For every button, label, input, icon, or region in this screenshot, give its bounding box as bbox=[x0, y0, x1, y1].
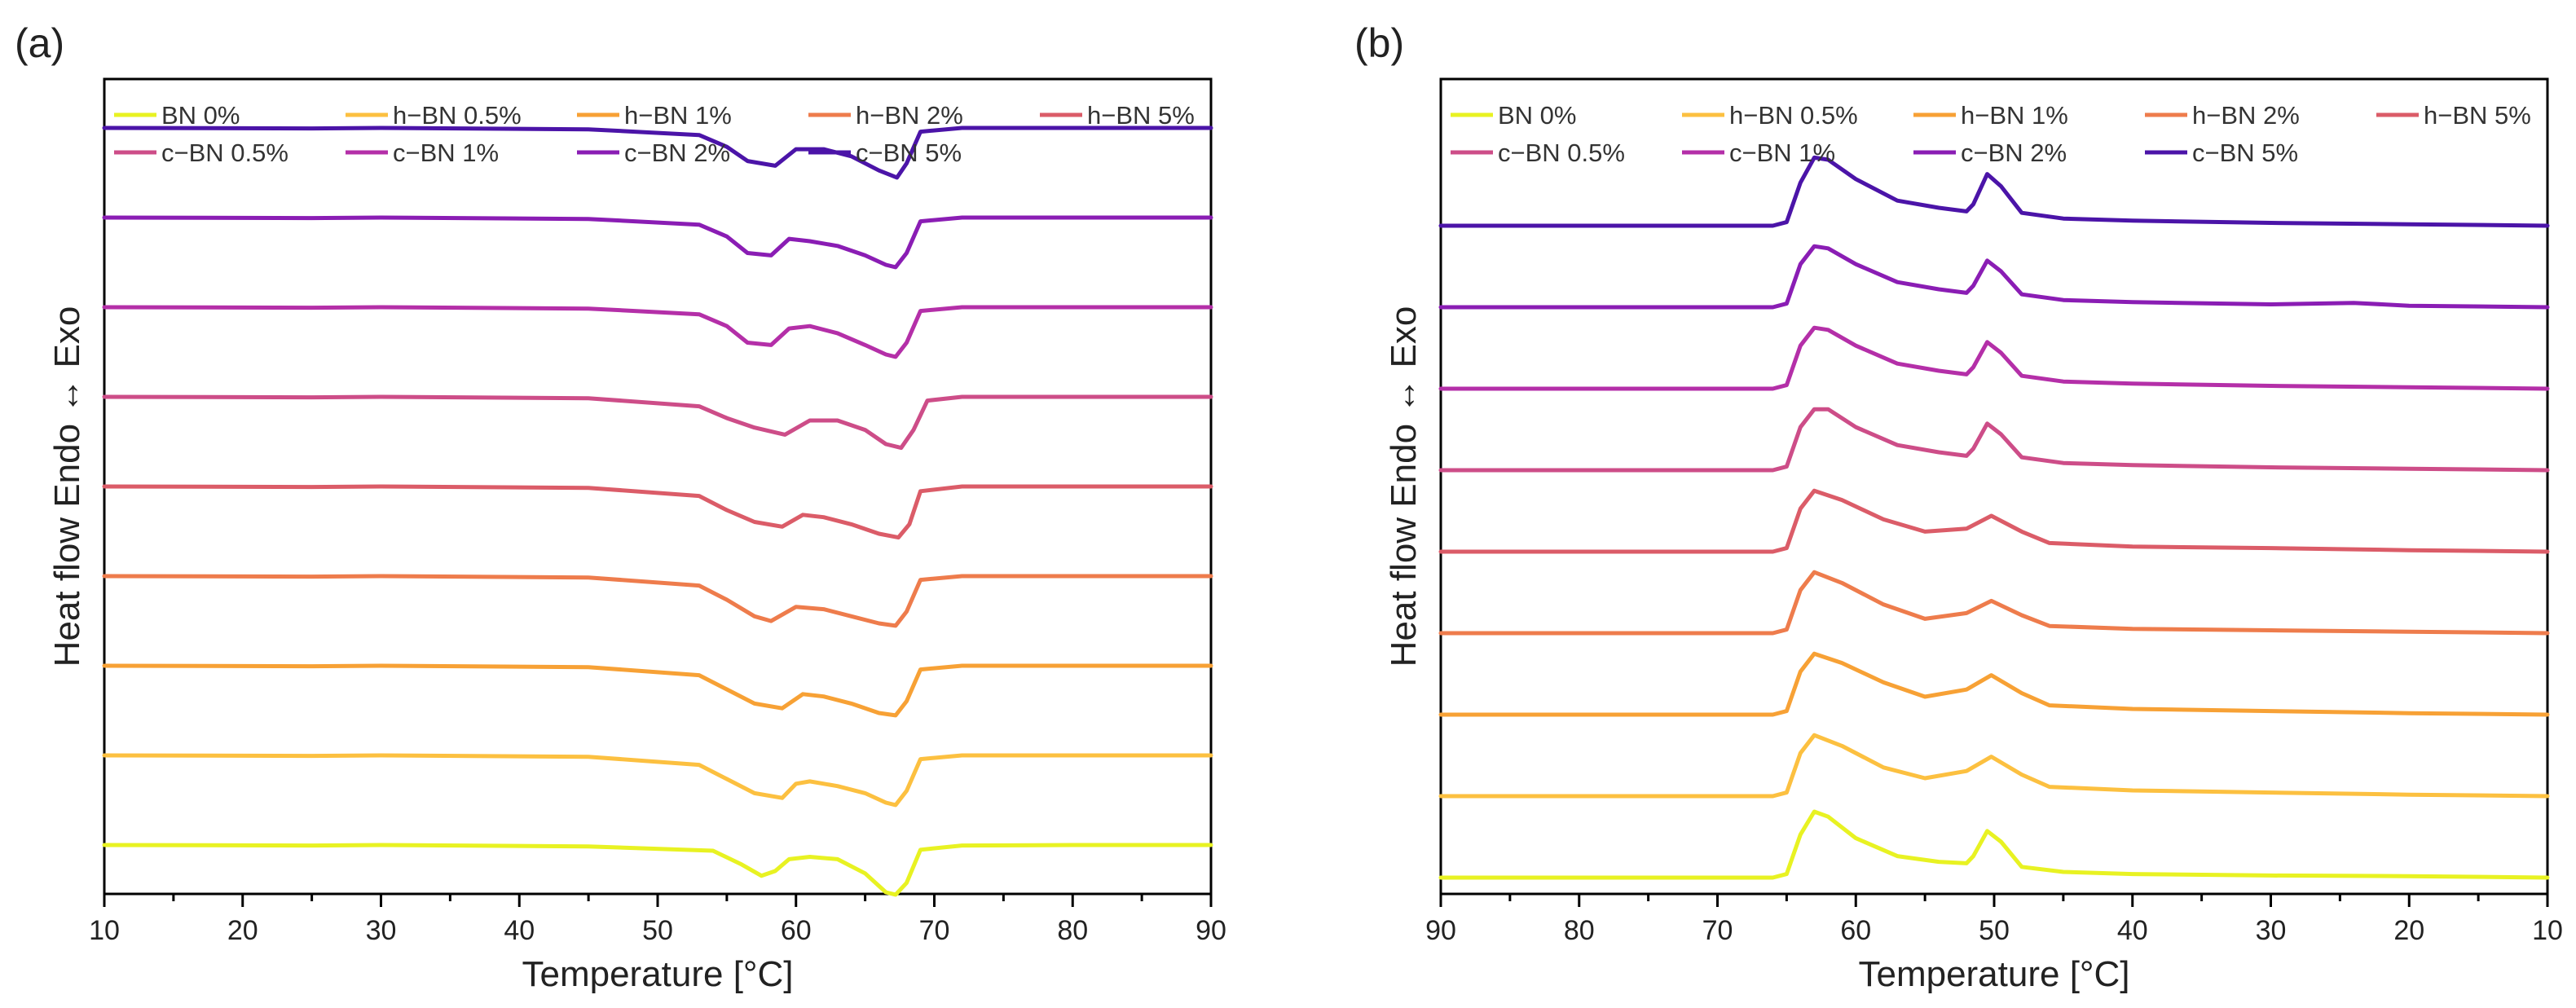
x-tick-label-b: 60 bbox=[1840, 915, 1871, 946]
legend-label-b: c−BN 2% bbox=[1961, 139, 2067, 167]
legend-label-a: h−BN 0.5% bbox=[393, 101, 522, 130]
series-line-b-2 bbox=[1438, 651, 2550, 717]
panel-b: (b) Temperature [°C] Heat flow Endo ↔ Ex… bbox=[1354, 20, 2563, 994]
legend-label-b: c−BN 1% bbox=[1729, 139, 1835, 167]
plot-frame-b bbox=[1439, 77, 2549, 896]
x-tick-label-b: 30 bbox=[2256, 915, 2287, 946]
legend-label-b: h−BN 5% bbox=[2424, 101, 2531, 130]
x-tick-label-a: 50 bbox=[642, 915, 673, 946]
x-axis-title-a: Temperature [°C] bbox=[522, 954, 793, 994]
x-tick-label-a: 60 bbox=[781, 915, 812, 946]
series-line-a-3 bbox=[102, 574, 1213, 628]
x-tick-label-b: 40 bbox=[2117, 915, 2148, 946]
series-line-a-4 bbox=[102, 484, 1213, 540]
legend-label-a: BN 0% bbox=[161, 101, 240, 130]
series-line-a-8 bbox=[102, 125, 1213, 180]
legend-label-b: h−BN 1% bbox=[1961, 101, 2068, 130]
legend-label-b: c−BN 0.5% bbox=[1498, 139, 1625, 167]
x-tick-label-a: 70 bbox=[919, 915, 950, 946]
panel-label-a: (a) bbox=[15, 20, 64, 66]
series-line-a-2 bbox=[102, 663, 1213, 718]
legend-label-a: c−BN 0.5% bbox=[161, 139, 288, 167]
legend-label-b: h−BN 0.5% bbox=[1729, 101, 1858, 130]
x-tick-label-b: 70 bbox=[1702, 915, 1733, 946]
y-axis-title-a: Heat flow Endo ↔ Exo bbox=[47, 306, 87, 667]
x-axis-title-b: Temperature [°C] bbox=[1858, 954, 2129, 994]
x-tick-label-b: 80 bbox=[1564, 915, 1595, 946]
x-tick-label-b: 10 bbox=[2532, 915, 2563, 946]
legend-label-a: c−BN 1% bbox=[393, 139, 499, 167]
legend-label-a: h−BN 1% bbox=[624, 101, 732, 130]
series-line-b-5 bbox=[1438, 407, 2550, 473]
series-line-b-3 bbox=[1438, 570, 2550, 636]
legend-label-a: c−BN 2% bbox=[624, 139, 730, 167]
x-tick-label-a: 90 bbox=[1196, 915, 1226, 946]
series-line-b-7 bbox=[1438, 244, 2550, 310]
x-tick-label-a: 20 bbox=[227, 915, 258, 946]
panel-a: (a) Temperature [°C] Heat flow Endo ↔ Ex… bbox=[15, 20, 1226, 994]
panel-label-b: (b) bbox=[1354, 20, 1404, 66]
y-axis-title-b: Heat flow Endo ↔ Exo bbox=[1384, 306, 1424, 667]
x-tick-label-a: 40 bbox=[504, 915, 535, 946]
x-tick-label-b: 20 bbox=[2393, 915, 2424, 946]
series-line-a-7 bbox=[102, 215, 1213, 270]
series-line-b-1 bbox=[1438, 733, 2550, 799]
x-tick-label-a: 80 bbox=[1057, 915, 1088, 946]
legend-label-b: BN 0% bbox=[1498, 101, 1576, 130]
series-line-b-0 bbox=[1438, 809, 2550, 880]
series-line-a-5 bbox=[102, 394, 1213, 451]
legend-label-a: c−BN 5% bbox=[856, 139, 962, 167]
series-line-b-6 bbox=[1438, 325, 2550, 391]
series-line-a-6 bbox=[102, 305, 1213, 359]
legend-label-b: h−BN 2% bbox=[2192, 101, 2300, 130]
series-line-a-0 bbox=[102, 843, 1213, 897]
legend-label-a: h−BN 5% bbox=[1087, 101, 1195, 130]
x-tick-label-a: 30 bbox=[366, 915, 397, 946]
series-line-b-4 bbox=[1438, 488, 2550, 554]
x-tick-label-b: 50 bbox=[1979, 915, 2010, 946]
series-line-a-1 bbox=[102, 753, 1213, 808]
legend-label-b: c−BN 5% bbox=[2192, 139, 2298, 167]
x-tick-label-a: 10 bbox=[89, 915, 120, 946]
series-line-b-8 bbox=[1438, 155, 2550, 228]
legend-label-a: h−BN 2% bbox=[856, 101, 963, 130]
x-tick-label-b: 90 bbox=[1425, 915, 1456, 946]
